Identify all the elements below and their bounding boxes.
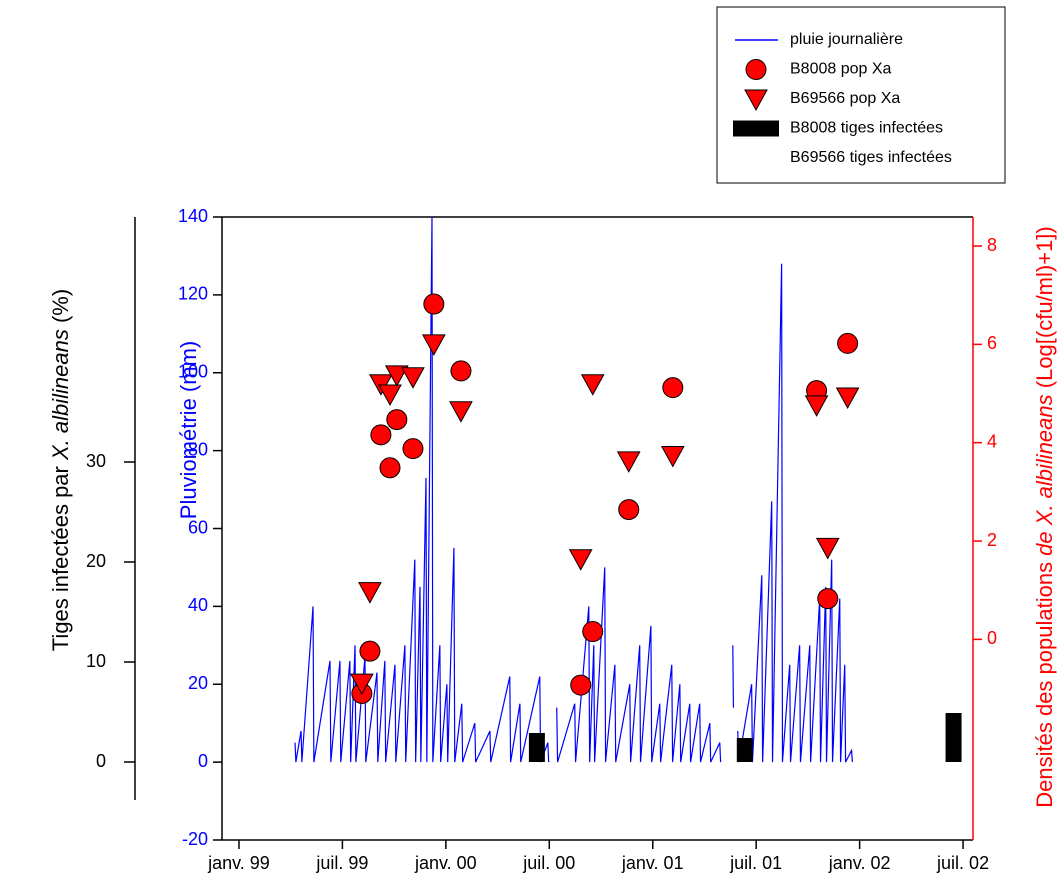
legend-triangle: [744, 89, 768, 112]
triangle-marker: [580, 374, 605, 396]
y-tick-label: 140: [178, 206, 208, 226]
triangle-marker: [568, 549, 593, 571]
triangle-marker: [384, 365, 409, 387]
triangle-marker: [350, 673, 374, 696]
y3-tick-label: 30: [86, 451, 106, 471]
y-axis-title: Pluviométrie (mm): [176, 341, 201, 519]
axes: Pluviométrie (mm) Tiges infectées par X.…: [48, 206, 1057, 873]
y-tick-label: 80: [188, 439, 208, 459]
y-tick-label: -20: [182, 829, 208, 849]
legend: pluie journalière B8008 pop Xa B69566 pop …: [716, 6, 1006, 184]
triangle-marker: [378, 384, 402, 407]
circle-marker: [423, 293, 445, 315]
markers: [350, 293, 860, 704]
x-tick-label: juil. 02: [936, 853, 989, 873]
circle-marker: [662, 377, 684, 399]
y2-tick-label: 2: [987, 530, 997, 550]
y3-tick-label: 20: [86, 551, 106, 571]
circle-marker: [359, 640, 381, 662]
legend-circle: [745, 59, 767, 80]
legend-label: B69566 tiges infectées: [790, 149, 952, 166]
legend-label: B8008 pop Xa: [790, 61, 892, 78]
triangle-marker: [660, 445, 685, 468]
legend-box: [716, 6, 1006, 184]
triangle-marker: [616, 451, 641, 473]
plot-area: [294, 217, 962, 763]
y-tick-label: 40: [188, 595, 208, 615]
legend-label: B69566 pop Xa: [790, 90, 900, 107]
circle-marker: [379, 457, 401, 479]
x-tick-label: juil. 99: [315, 853, 368, 873]
triangle-marker: [835, 387, 860, 410]
y2-tick-label: 8: [987, 235, 997, 255]
y3-title-part: X. albilineans: [48, 329, 73, 461]
x-tick-label: janv. 01: [621, 853, 684, 873]
legend-label: pluie journalière: [790, 31, 903, 48]
y-tick-label: 60: [188, 517, 208, 537]
x-tick-label: janv. 00: [414, 853, 477, 873]
y3-title-part: Tiges infectées par: [48, 460, 73, 651]
circle-marker: [570, 674, 592, 696]
triangle-marker: [449, 401, 473, 423]
y-tick-label: 0: [198, 751, 208, 771]
circle-marker: [402, 438, 424, 460]
y2-title-part: Densités des populations: [1032, 556, 1057, 808]
circle-marker: [582, 621, 604, 643]
triangle-marker: [815, 537, 840, 560]
bar: [945, 713, 962, 762]
x-tick-label: juil. 00: [522, 853, 575, 873]
y2-title-part: de X. albilineans: [1032, 394, 1057, 555]
y-tick-label: 100: [178, 362, 208, 382]
y3-title-part: (%): [48, 289, 73, 329]
y2-tick-label: 6: [987, 333, 997, 353]
x-tick-label: janv. 99: [207, 853, 270, 873]
circle-marker: [837, 332, 859, 354]
bar: [528, 733, 545, 762]
circle-marker: [817, 588, 839, 610]
legend-bar: [733, 120, 779, 137]
bar: [736, 738, 753, 762]
triangle-marker: [422, 334, 446, 356]
triangle-marker: [804, 395, 829, 417]
rain-line: [294, 217, 853, 763]
y2-tick-label: 0: [987, 628, 997, 648]
y3-tick-label: 10: [86, 651, 106, 671]
circle-marker: [386, 409, 408, 431]
y2-axis-title: Densités des populations de X. albilinea…: [1032, 226, 1057, 808]
circle-marker: [450, 360, 472, 382]
y2-title-part: (Log[(cfu/ml)+1]): [1032, 226, 1057, 394]
y3-axis-title: Tiges infectées par X. albilineans (%): [48, 289, 73, 651]
triangle-marker: [358, 582, 382, 604]
legend-label: B8008 tiges infectées: [790, 120, 943, 137]
y-tick-label: 120: [178, 284, 208, 304]
x-tick-label: janv. 02: [828, 853, 891, 873]
circle-marker: [618, 499, 640, 521]
circle-marker: [370, 424, 392, 446]
y-tick-label: 20: [188, 673, 208, 693]
y2-tick-label: 4: [987, 431, 997, 451]
x-tick-label: juil. 01: [729, 853, 782, 873]
triangle-marker: [401, 367, 425, 389]
y3-tick-label: 0: [96, 751, 106, 771]
